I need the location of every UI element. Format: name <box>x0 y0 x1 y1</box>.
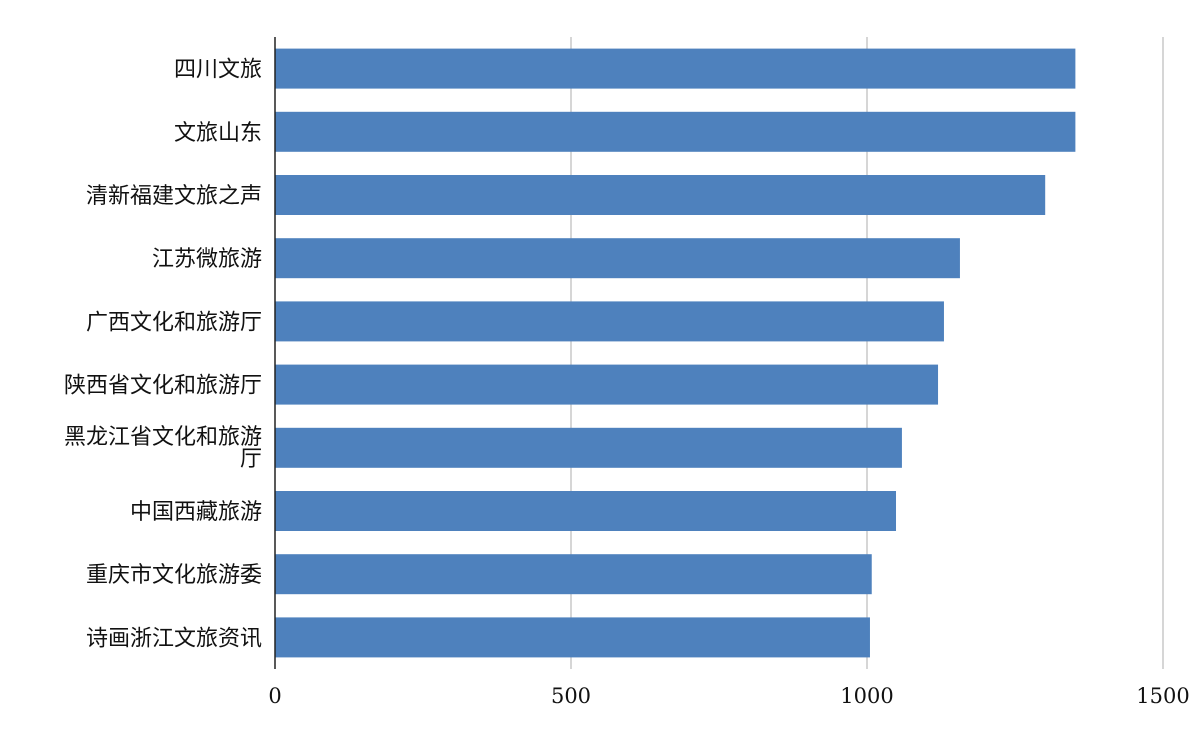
x-tick-label: 500 <box>551 684 591 708</box>
x-tick-label: 1000 <box>840 684 893 708</box>
category-label: 重庆市文化旅游委 <box>86 563 262 588</box>
bar <box>275 427 902 468</box>
bar <box>275 175 1046 215</box>
category-label: 清新福建文旅之声 <box>86 184 262 209</box>
bar <box>275 48 1076 89</box>
category-label: 诗画浙江文旅资讯 <box>86 626 262 651</box>
category-label: 四川文旅 <box>174 58 262 83</box>
category-labels: 四川文旅文旅山东清新福建文旅之声江苏微旅游广西文化和旅游厅陕西省文化和旅游厅黑龙… <box>64 58 262 652</box>
category-label: 陕西省文化和旅游厅 <box>64 374 262 399</box>
tick-labels: 0 500 1000 1500 <box>268 684 1189 708</box>
bar <box>275 491 897 531</box>
bars <box>275 48 1076 658</box>
bar <box>275 111 1076 152</box>
bar <box>275 238 960 279</box>
bar <box>275 364 939 405</box>
category-label: 广西文化和旅游厅 <box>86 310 262 335</box>
category-label: 中国西藏旅游 <box>130 500 262 525</box>
x-tick-label: 0 <box>268 684 281 708</box>
category-label: 文旅山东 <box>174 121 262 146</box>
bar <box>275 617 870 658</box>
x-tick-label: 1500 <box>1136 684 1189 708</box>
category-label: 黑龙江省文化和旅游厅 <box>64 425 262 472</box>
bar <box>275 301 944 342</box>
category-label: 江苏微旅游 <box>152 247 262 272</box>
bar <box>275 554 872 595</box>
